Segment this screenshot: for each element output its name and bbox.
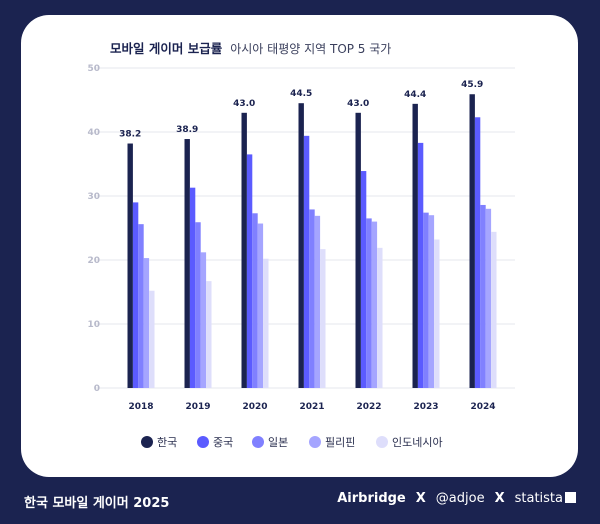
bar-인도네시아-2020 bbox=[263, 258, 269, 388]
bar-필리핀-2018 bbox=[143, 258, 150, 388]
airbridge-logo: Airbridge bbox=[337, 491, 406, 506]
bar-일본-2020 bbox=[252, 213, 258, 388]
x-tick-label: 2022 bbox=[356, 402, 381, 412]
bar-인도네시아-2019 bbox=[206, 281, 212, 388]
x-tick-label: 2021 bbox=[299, 402, 324, 412]
bar-필리핀-2024 bbox=[485, 208, 492, 388]
legend-label: 한국 bbox=[157, 436, 177, 449]
bar-한국-2023 bbox=[412, 103, 418, 388]
legend-marker-필리핀 bbox=[309, 436, 321, 448]
legend-label: 인도네시아 bbox=[392, 436, 443, 449]
legend-label: 필리핀 bbox=[325, 436, 355, 449]
y-tick-label: 0 bbox=[94, 384, 100, 394]
chart-title-main: 모바일 게이머 보급률 bbox=[110, 41, 223, 56]
bar-일본-2019 bbox=[195, 222, 201, 388]
bar-필리핀-2019 bbox=[200, 252, 207, 388]
separator-x: X bbox=[494, 491, 505, 506]
footer-title: 한국 모바일 게이머 2025 bbox=[24, 496, 170, 511]
bar-필리핀-2020 bbox=[257, 223, 264, 388]
bar-한국-2020 bbox=[241, 112, 247, 389]
data-label: 38.9 bbox=[176, 125, 198, 135]
legend-marker-일본 bbox=[252, 436, 264, 448]
statista-logo-text: statista bbox=[514, 491, 563, 506]
bar-중국-2019 bbox=[189, 187, 196, 388]
x-tick-label: 2024 bbox=[470, 402, 495, 412]
bar-중국-2021 bbox=[303, 135, 310, 388]
separator-x: X bbox=[415, 491, 426, 506]
bar-일본-2018 bbox=[138, 224, 144, 388]
data-label: 43.0 bbox=[233, 99, 255, 109]
data-label: 45.9 bbox=[461, 80, 483, 90]
bar-한국-2018 bbox=[127, 143, 133, 388]
y-tick-label: 30 bbox=[87, 192, 100, 202]
bar-필리핀-2022 bbox=[371, 221, 378, 388]
bar-일본-2023 bbox=[423, 212, 429, 388]
bar-한국-2022 bbox=[355, 112, 361, 389]
bar-필리핀-2023 bbox=[428, 215, 435, 388]
bar-한국-2019 bbox=[184, 139, 190, 388]
bar-일본-2022 bbox=[366, 218, 372, 388]
partner-logos: Airbridge X @adjoe X statista bbox=[337, 491, 576, 506]
legend-label: 일본 bbox=[268, 435, 288, 449]
bar-중국-2020 bbox=[246, 154, 253, 388]
bar-중국-2022 bbox=[360, 171, 367, 388]
x-tick-label: 2019 bbox=[185, 402, 210, 412]
bar-인도네시아-2022 bbox=[377, 247, 383, 388]
bar-인도네시아-2024 bbox=[491, 231, 497, 388]
statista-logo: statista bbox=[515, 491, 576, 506]
bar-한국-2024 bbox=[469, 94, 475, 389]
legend-marker-인도네시아 bbox=[376, 436, 388, 448]
y-tick-label: 40 bbox=[87, 128, 100, 138]
data-label: 44.4 bbox=[404, 90, 426, 100]
data-label: 38.2 bbox=[119, 130, 141, 140]
y-tick-label: 50 bbox=[87, 64, 100, 74]
bar-한국-2021 bbox=[298, 103, 304, 388]
legend-marker-중국 bbox=[197, 436, 209, 448]
x-tick-label: 2018 bbox=[128, 402, 153, 412]
x-tick-label: 2020 bbox=[242, 402, 267, 412]
legend-marker-한국 bbox=[141, 436, 153, 448]
data-label: 44.5 bbox=[290, 89, 312, 99]
bar-필리핀-2021 bbox=[314, 215, 321, 388]
bar-인도네시아-2021 bbox=[320, 249, 326, 388]
legend-label: 중국 bbox=[213, 436, 233, 449]
bar-인도네시아-2018 bbox=[149, 290, 155, 388]
statista-icon bbox=[565, 492, 576, 503]
bar-인도네시아-2023 bbox=[434, 239, 440, 388]
bar-중국-2024 bbox=[474, 117, 481, 388]
y-tick-label: 10 bbox=[87, 320, 100, 330]
bar-일본-2024 bbox=[480, 204, 486, 388]
data-label: 43.0 bbox=[347, 99, 369, 109]
x-tick-label: 2023 bbox=[413, 402, 438, 412]
bar-중국-2018 bbox=[132, 202, 139, 388]
chart-subtitle: 아시아 태평양 지역 TOP 5 국가 bbox=[230, 42, 392, 56]
chart-title: 모바일 게이머 보급률 아시아 태평양 지역 TOP 5 국가 bbox=[110, 38, 391, 57]
bar-중국-2023 bbox=[417, 142, 424, 388]
bar-일본-2021 bbox=[309, 209, 315, 388]
adjoe-logo: @adjoe bbox=[435, 491, 485, 506]
y-tick-label: 20 bbox=[87, 256, 100, 266]
